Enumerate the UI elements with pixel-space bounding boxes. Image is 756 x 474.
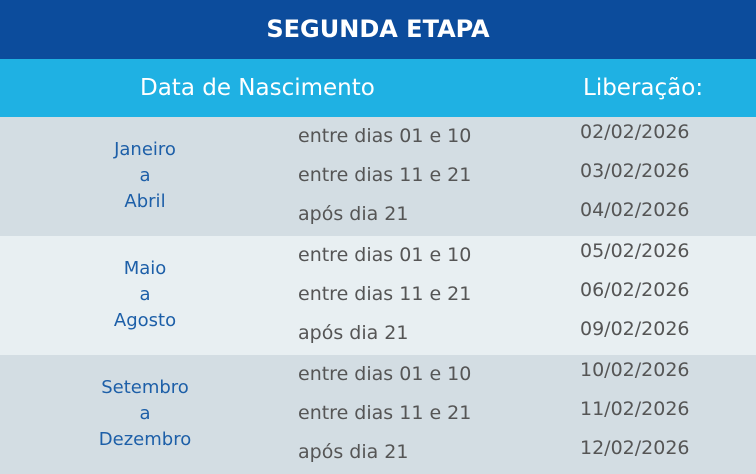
group-label: Maio a Agosto: [60, 256, 230, 334]
row-group: Maio a Agosto entre dias 01 e 10 05/02/2026 e…: [0, 236, 756, 355]
table-cell: 05/02/2026: [580, 240, 690, 262]
table-cell: 12/02/2026: [580, 437, 690, 459]
label-line: Maio: [123, 258, 167, 279]
table-cell: após dia 21: [298, 441, 409, 463]
label-line: Agosto: [113, 310, 177, 331]
group-label: Setembro a Dezembro: [60, 375, 230, 453]
table-row: entre dias 01 e 10 10/02/2026: [0, 355, 756, 395]
label-line: a: [139, 403, 151, 424]
table-row: entre dias 01 e 10 02/02/2026: [0, 117, 756, 157]
label-line: Abril: [124, 191, 166, 212]
row-group: Janeiro a Abril entre dias 01 e 10 02/02/202…: [0, 117, 756, 236]
table-cell: após dia 21: [298, 203, 409, 225]
table-row: após dia 21 12/02/2026: [0, 433, 756, 473]
table-cell: 10/02/2026: [580, 359, 690, 381]
table-cell: 02/02/2026: [580, 121, 690, 143]
column-header: Liberação:: [583, 75, 704, 101]
table-row: após dia 21 04/02/2026: [0, 195, 756, 235]
table-cell: entre dias 01 e 10: [298, 244, 472, 266]
table-row: entre dias 01 e 10 05/02/2026: [0, 236, 756, 276]
table-cell: 11/02/2026: [580, 398, 690, 420]
table-cell: entre dias 01 e 10: [298, 125, 472, 147]
table-cell: após dia 21: [298, 322, 409, 344]
title: SEGUNDA ETAPA: [0, 0, 756, 59]
column-header: Data de Nascimento: [140, 75, 375, 101]
table-row: entre dias 11 e 21 06/02/2026: [0, 275, 756, 315]
table-cell: 06/02/2026: [580, 279, 690, 301]
table-header: Data de Nascimento Liberação:: [0, 59, 756, 117]
group-label: Janeiro a Abril: [60, 137, 230, 215]
table-cell: entre dias 01 e 10: [298, 363, 472, 385]
label-line: a: [139, 284, 151, 305]
table-cell: 04/02/2026: [580, 199, 690, 221]
label-line: Dezembro: [98, 429, 192, 450]
table-cell: entre dias 11 e 21: [298, 283, 472, 305]
row-group: Setembro a Dezembro entre dias 01 e 10 10/02…: [0, 355, 756, 474]
table-cell: 09/02/2026: [580, 318, 690, 340]
label-line: a: [139, 165, 151, 186]
table-row: após dia 21 09/02/2026: [0, 314, 756, 354]
table-cell: entre dias 11 e 21: [298, 164, 472, 186]
table-row: entre dias 11 e 21 03/02/2026: [0, 156, 756, 196]
table-row: entre dias 11 e 21 11/02/2026: [0, 394, 756, 434]
label-line: Janeiro: [114, 139, 176, 160]
table-cell: entre dias 11 e 21: [298, 402, 472, 424]
table-cell: 03/02/2026: [580, 160, 690, 182]
label-line: Setembro: [101, 377, 189, 398]
